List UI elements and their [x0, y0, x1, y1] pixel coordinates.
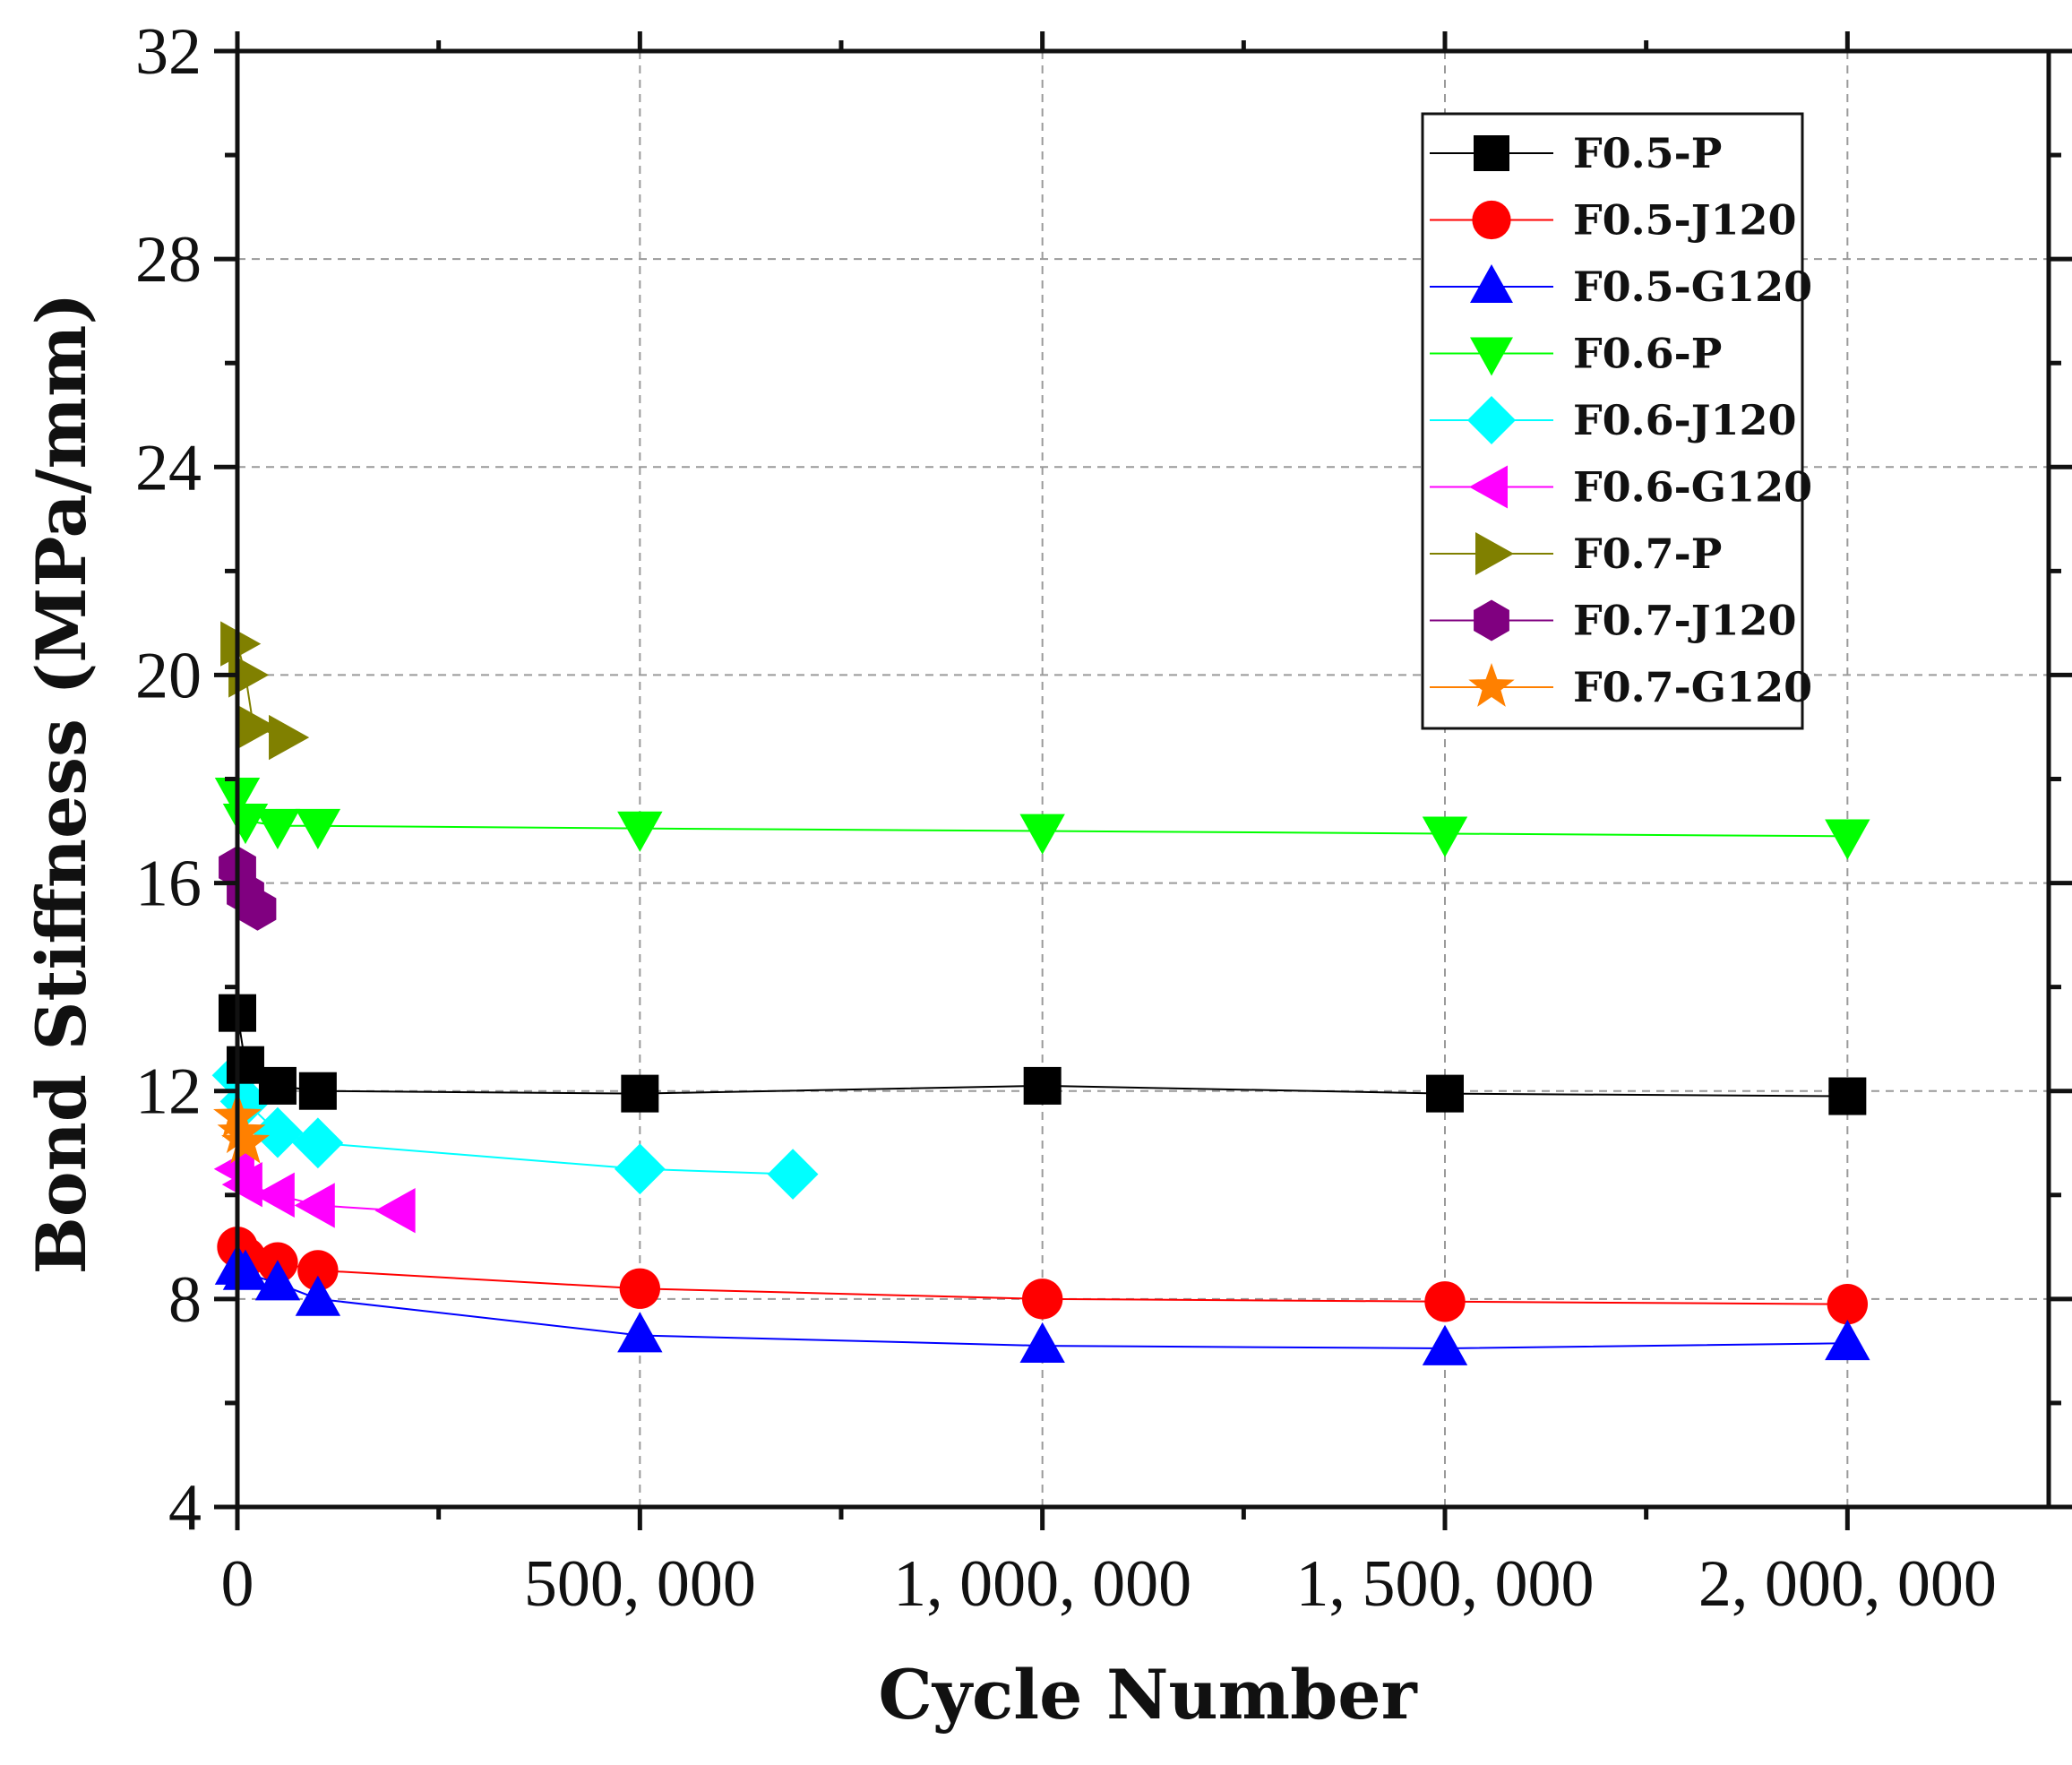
legend-item: F0.6-G120: [1430, 463, 1812, 512]
y-tick-label: 32: [135, 15, 202, 89]
y-tick-label: 16: [135, 848, 202, 921]
data-point: [1019, 1322, 1065, 1363]
data-point: [1019, 814, 1065, 855]
legend-marker: [1470, 264, 1513, 303]
y-tick-label: 12: [135, 1055, 202, 1129]
series-F0.7-P: [220, 621, 310, 761]
data-point: [295, 1275, 341, 1316]
legend-marker: [1470, 337, 1513, 376]
data-point: [1426, 1074, 1464, 1113]
data-point: [1023, 1066, 1062, 1105]
legend-marker: [1468, 663, 1515, 707]
legend-item: F0.6-J120: [1430, 396, 1797, 444]
data-point: [614, 1143, 666, 1195]
y-tick-label: 20: [135, 639, 202, 712]
data-point: [1828, 1077, 1867, 1115]
legend-label: F0.5-J120: [1573, 196, 1797, 245]
data-point: [294, 1183, 335, 1228]
legend-label: F0.7-J120: [1573, 597, 1797, 645]
series-F0.6-G120: [213, 1146, 416, 1234]
x-tick-label: 1, 500, 000: [1296, 1547, 1595, 1621]
x-tick-label: 1, 000, 000: [893, 1547, 1191, 1621]
data-point: [252, 1106, 304, 1158]
data-point: [221, 1117, 270, 1164]
data-point: [226, 1046, 264, 1084]
legend-label: F0.6-G120: [1573, 463, 1812, 512]
data-point: [238, 887, 277, 931]
data-series: [211, 621, 1870, 1365]
legend-item: F0.5-P: [1430, 129, 1722, 177]
data-point: [254, 808, 301, 849]
x-tick-label: 2, 000, 000: [1698, 1547, 1997, 1621]
data-point: [617, 811, 663, 852]
y-tick-label: 4: [168, 1471, 202, 1545]
x-tick-label: 500, 000: [524, 1547, 756, 1621]
data-point: [619, 1268, 661, 1309]
y-tick-label: 8: [168, 1263, 202, 1337]
data-point: [1424, 1281, 1466, 1322]
series-F0.7-J120: [219, 846, 277, 931]
tick-labels: 0 500, 000 1, 000, 000 1, 500, 000 2, 000, 0…: [135, 15, 1997, 1621]
data-point: [254, 1260, 301, 1301]
legend: F0.5-P F0.5-J120 F0.5-G120 F0.6-P F0.6-J120 F…: [1421, 112, 1812, 730]
x-tick-label: 0: [221, 1547, 254, 1621]
y-axis-title: Bond Stiffness (MPa/mm): [21, 293, 101, 1275]
legend-item: F0.5-J120: [1430, 196, 1797, 245]
data-point: [221, 1161, 262, 1208]
legend-item: F0.7-J120: [1430, 597, 1797, 645]
data-point: [1422, 816, 1468, 857]
data-point: [295, 808, 341, 849]
legend-item: F0.5-G120: [1430, 263, 1812, 311]
data-point: [292, 1117, 344, 1169]
data-point: [222, 1249, 269, 1290]
legend-label: F0.6-J120: [1573, 396, 1797, 444]
legend-label: F0.5-P: [1573, 129, 1722, 177]
legend-marker: [1474, 135, 1509, 171]
data-point: [298, 1072, 337, 1110]
legend-item: F0.7-G120: [1430, 663, 1812, 711]
data-point: [269, 714, 310, 761]
axis-ticks: [214, 31, 2072, 1530]
legend-item: F0.7-P: [1430, 530, 1722, 578]
grid: [237, 51, 2049, 1507]
legend-marker: [1474, 599, 1509, 641]
data-point: [767, 1149, 819, 1200]
x-axis-title: Cycle Number: [878, 1655, 1417, 1735]
data-point: [617, 1312, 663, 1353]
legend-item: F0.6-P: [1430, 330, 1722, 378]
legend-label: F0.7-G120: [1573, 663, 1812, 711]
data-point: [258, 1066, 297, 1105]
data-point: [222, 804, 269, 845]
legend-label: F0.7-P: [1573, 530, 1722, 578]
legend-marker: [1467, 396, 1516, 444]
legend-label: F0.6-P: [1573, 330, 1722, 378]
y-tick-label: 24: [135, 431, 202, 504]
data-point: [1827, 1283, 1869, 1325]
data-point: [1825, 1319, 1870, 1361]
legend-marker: [1475, 532, 1514, 575]
legend-marker: [1469, 465, 1508, 509]
y-tick-label: 28: [135, 223, 202, 297]
data-point: [1422, 1324, 1468, 1365]
data-point: [297, 1250, 339, 1291]
data-point: [374, 1187, 416, 1234]
data-point: [1021, 1279, 1063, 1320]
series-F0.6-P: [214, 778, 1870, 860]
data-point: [236, 704, 278, 750]
data-point: [254, 1172, 295, 1218]
data-point: [1825, 819, 1870, 860]
legend-label: F0.5-G120: [1573, 263, 1812, 311]
data-point: [621, 1074, 659, 1113]
legend-marker: [1472, 200, 1511, 240]
